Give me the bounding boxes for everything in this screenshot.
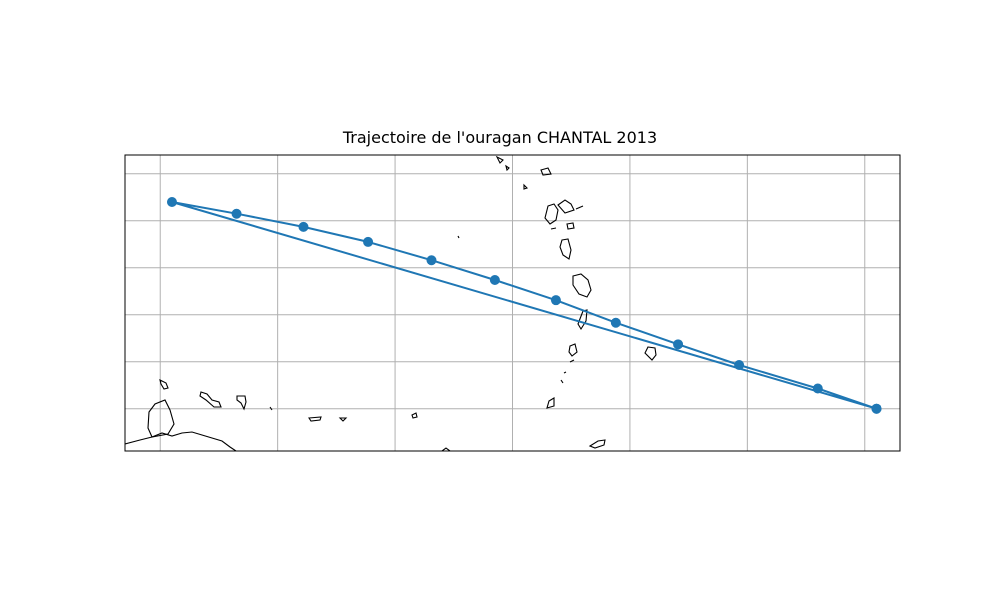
coastline-island: [338, 417, 348, 422]
map-title: Trajectoire de l'ouragan CHANTAL 2013: [342, 128, 658, 147]
coastlines: [125, 155, 657, 451]
coastline-mainland: [125, 431, 237, 451]
coastline-island: [550, 227, 557, 230]
track-point: [489, 274, 500, 285]
coastline-island: [559, 238, 572, 260]
coastline-island: [269, 406, 273, 411]
coastline-island: [159, 378, 169, 390]
coastline-island: [540, 167, 552, 176]
coastline-island: [569, 359, 575, 363]
coastline-island: [236, 395, 247, 411]
coastline-island: [566, 222, 575, 230]
coastline-island: [411, 412, 418, 419]
gridlines: [125, 155, 900, 451]
coastline-island: [495, 155, 504, 164]
coastline-peninsula: [147, 399, 175, 438]
coastline-island: [308, 416, 322, 422]
coastline-island: [457, 235, 460, 239]
track-point: [673, 339, 684, 350]
track-point: [363, 236, 374, 247]
track-point: [298, 221, 309, 232]
track-point: [426, 255, 437, 266]
track-point: [550, 295, 561, 306]
track-point: [166, 196, 177, 207]
coastline-island: [523, 183, 529, 190]
coastline-island: [505, 164, 510, 172]
coastline-island: [588, 439, 606, 449]
coastline-island: [544, 203, 559, 225]
coastline-island: [199, 391, 222, 408]
coastline-island: [557, 199, 575, 214]
coastline-island: [568, 343, 578, 357]
track-point: [812, 383, 823, 394]
coastline-island: [644, 346, 657, 361]
track-point: [871, 403, 882, 414]
coastline-island: [441, 447, 451, 451]
coastline-island: [546, 397, 555, 409]
track-point: [610, 317, 621, 328]
coastline-island: [560, 379, 564, 384]
coastline-island: [572, 273, 592, 298]
track-point: [734, 360, 745, 371]
coastline-island: [575, 205, 584, 210]
hurricane-track: [166, 196, 882, 414]
coastline-island: [563, 371, 567, 374]
track-point: [231, 208, 242, 219]
map-frame: [124, 154, 901, 452]
